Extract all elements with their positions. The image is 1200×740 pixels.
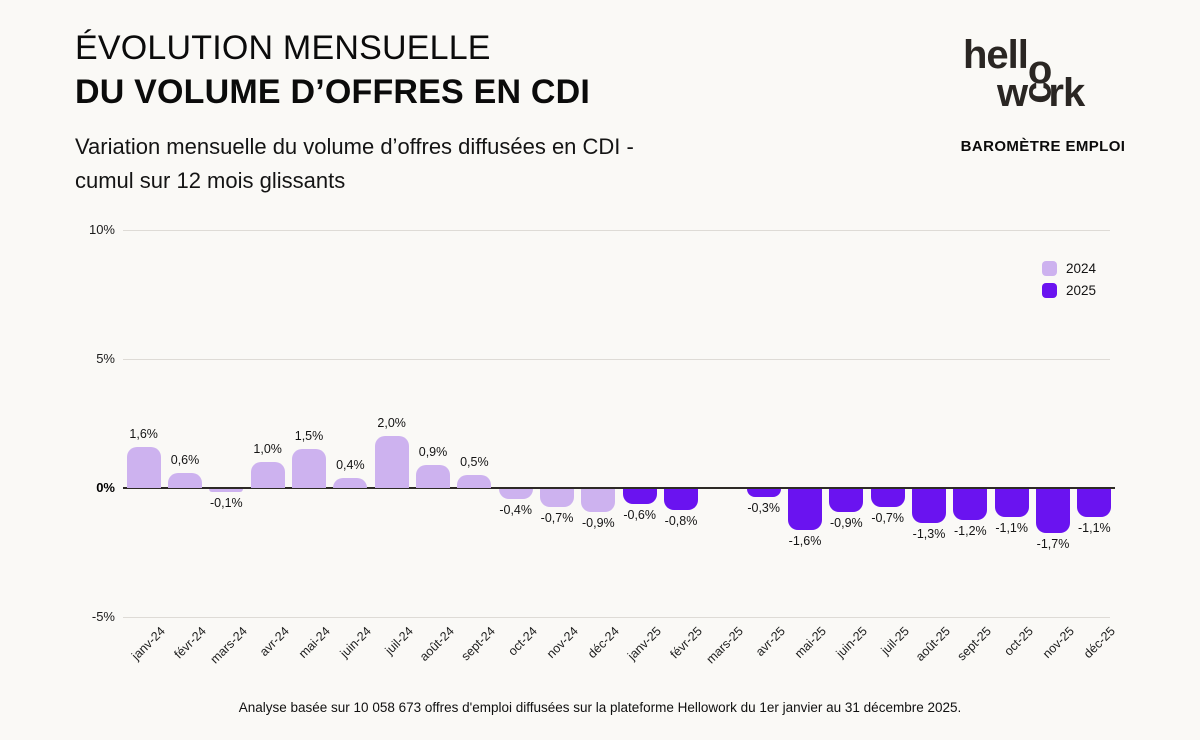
bar-value-label: 2,0% (377, 416, 406, 431)
bar-value-label: -0,9% (830, 516, 863, 531)
bar-value-label: 0,5% (460, 455, 489, 470)
bar-value-label: 0,9% (418, 444, 448, 459)
bar-value-label: -0,7% (540, 511, 574, 526)
bar-oct-24 (498, 489, 533, 500)
logo-tagline: BAROMÈTRE EMPLOI (960, 138, 1126, 155)
bar-avr-24 (250, 462, 285, 488)
zero-axis-line (123, 487, 1115, 489)
bar-févr-24 (168, 472, 202, 488)
bar-value-label: -1,3% (912, 526, 946, 541)
bar-value-label: -0,9% (582, 516, 615, 531)
legend-swatch-icon (1042, 283, 1057, 298)
chart-legend: 2024 2025 (1042, 261, 1096, 298)
bar-août-24 (416, 464, 450, 488)
bar-mars-24 (209, 489, 244, 492)
y-tick-label: 5% (96, 351, 115, 366)
bar-value-label: 1,0% (253, 442, 282, 457)
x-tick-label: oct-25 (1001, 624, 1036, 659)
bar-value-label: -1,2% (954, 523, 987, 538)
legend-label: 2024 (1066, 261, 1097, 276)
subtitle-line-1: Variation mensuelle du volume d’offres d… (75, 134, 634, 159)
bar-value-label: -0,4% (499, 503, 532, 518)
x-tick-label: oct-24 (505, 624, 540, 659)
chart-subtitle: Variation mensuelle du volume d’offres d… (75, 130, 634, 198)
bar-value-label: -0,8% (664, 513, 698, 528)
bar-value-label: 0,4% (336, 457, 365, 472)
bar-value-label: 1,6% (129, 426, 158, 441)
x-tick-label: nov-25 (1039, 624, 1077, 661)
bar-juil-24 (374, 436, 409, 488)
logo-open-o-icon: c (1015, 82, 1060, 104)
bar-juil-25 (870, 489, 905, 508)
bar-nov-25 (1036, 489, 1070, 533)
x-tick-label: avr-25 (752, 624, 788, 659)
bar-janv-25 (622, 489, 657, 505)
source-note: Analyse basée sur 10 058 673 offres d'em… (238, 700, 962, 715)
x-tick-label: janv-25 (624, 624, 664, 663)
bar-sept-25 (953, 489, 988, 520)
x-tick-label: mars-25 (703, 624, 747, 667)
hellowork-logo: hello wcrk (955, 33, 1135, 115)
bar-value-label: -0,1% (210, 495, 243, 510)
bar-value-label: -0,6% (623, 508, 656, 523)
bar-févr-25 (664, 489, 698, 510)
x-tick-label: nov-24 (543, 624, 581, 661)
x-tick-label: mars-24 (207, 624, 251, 667)
x-tick-label: juil-24 (382, 624, 416, 658)
page-title: ÉVOLUTION MENSUELLE DU VOLUME D’OFFRES E… (75, 26, 590, 114)
bar-déc-24 (581, 489, 616, 513)
x-tick-label: août-24 (417, 624, 457, 664)
bar-oct-25 (994, 489, 1029, 518)
bar-janv-24 (126, 446, 161, 488)
bar-value-label: 0,6% (170, 452, 200, 467)
x-tick-label: août-25 (913, 624, 953, 664)
x-tick-label: févr-24 (171, 624, 209, 662)
legend-item-2024: 2024 (1042, 261, 1096, 276)
bar-juin-24 (333, 477, 368, 488)
x-tick-label: mai-24 (295, 624, 333, 661)
subtitle-line-2: cumul sur 12 mois glissants (75, 168, 346, 193)
y-grid-line (123, 617, 1110, 618)
x-tick-label: avr-24 (256, 624, 292, 659)
x-tick-label: janv-24 (128, 624, 168, 663)
x-tick-label: juin-24 (337, 624, 375, 661)
bar-value-label: -1,6% (788, 534, 822, 549)
x-tick-label: févr-25 (667, 624, 705, 662)
bar-value-label: 1,5% (294, 429, 324, 444)
x-tick-label: sept-25 (954, 624, 995, 664)
x-tick-label: sept-24 (458, 624, 499, 664)
bar-déc-25 (1077, 489, 1112, 518)
bar-mai-25 (788, 489, 822, 531)
logo-hanging-o-icon: o (1027, 48, 1052, 92)
y-grid-line (123, 359, 1110, 360)
x-tick-label: juin-25 (833, 624, 871, 661)
x-tick-label: mai-25 (791, 624, 829, 661)
title-line-2: DU VOLUME D’OFFRES EN CDI (75, 73, 591, 111)
bar-avr-25 (746, 489, 781, 497)
y-tick-label: -5% (91, 609, 115, 624)
bar-value-label: -1,1% (995, 521, 1028, 536)
x-tick-label: déc-24 (585, 624, 623, 661)
bar-sept-24 (457, 475, 492, 488)
x-tick-label: déc-25 (1081, 624, 1119, 661)
legend-label: 2025 (1066, 283, 1097, 298)
bar-mai-24 (292, 449, 326, 488)
bar-value-label: -1,1% (1078, 521, 1111, 536)
x-tick-label: juil-25 (878, 624, 912, 658)
hellowork-wordmark-icon: hello wcrk (963, 33, 1085, 115)
bar-nov-24 (540, 489, 574, 508)
bar-value-label: -0,3% (747, 500, 780, 515)
y-tick-label: 10% (88, 222, 115, 237)
legend-item-2025: 2025 (1042, 283, 1096, 298)
bar-août-25 (912, 489, 946, 523)
bar-juin-25 (829, 489, 864, 513)
y-tick-label: 0% (96, 480, 115, 495)
bar-value-label: -1,7% (1036, 536, 1070, 551)
legend-swatch-icon (1042, 261, 1057, 276)
bar-value-label: -0,7% (871, 511, 904, 526)
title-line-1: ÉVOLUTION MENSUELLE (75, 29, 491, 67)
y-grid-line (123, 230, 1110, 231)
